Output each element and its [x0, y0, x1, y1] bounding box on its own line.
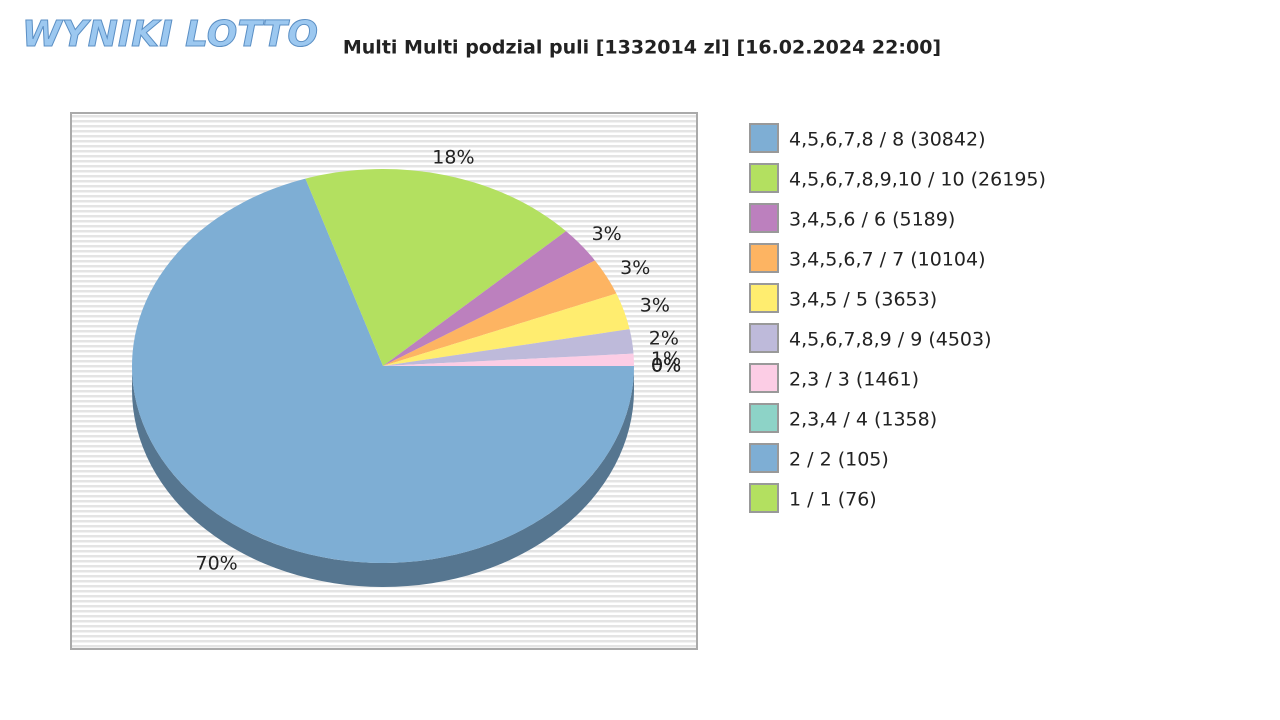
- legend-label: 3,4,5,6 / 6 (5189): [789, 209, 955, 231]
- slice-label: 0%: [651, 355, 681, 377]
- legend-label: 2 / 2 (105): [789, 449, 889, 471]
- legend-label: 2,3,4 / 4 (1358): [789, 409, 937, 431]
- slice: [383, 231, 595, 366]
- slice: [383, 329, 634, 366]
- legend-label: 3,4,5 / 5 (3653): [789, 289, 937, 311]
- slice: [132, 178, 634, 563]
- legend-swatch: [749, 283, 779, 313]
- legend-swatch: [749, 243, 779, 273]
- slice-label: 0%: [651, 355, 681, 377]
- slice: [305, 169, 566, 366]
- slice: [383, 293, 630, 366]
- slice-label: 1%: [651, 348, 681, 370]
- legend-swatch: [749, 203, 779, 233]
- legend-label: 2,3 / 3 (1461): [789, 369, 919, 391]
- slice-label: 3%: [640, 295, 670, 317]
- slice: [383, 260, 617, 366]
- legend-label: 4,5,6,7,8,9,10 / 10 (26195): [789, 169, 1046, 191]
- pie-tops: [132, 169, 634, 563]
- legend-swatch: [749, 403, 779, 433]
- legend-label: 4,5,6,7,8,9 / 9 (4503): [789, 329, 992, 351]
- slice-label: 18%: [432, 146, 474, 168]
- logo: WYNIKI LOTTO: [22, 14, 318, 55]
- chart-title: Multi Multi podzial puli [1332014 zl] [1…: [343, 37, 941, 59]
- legend-swatch: [749, 323, 779, 353]
- legend-swatch: [749, 483, 779, 513]
- legend-swatch: [749, 443, 779, 473]
- slice-label: 3%: [592, 223, 622, 245]
- legend-swatch: [749, 123, 779, 153]
- legend-swatch: [749, 163, 779, 193]
- slice-label: 3%: [620, 257, 650, 279]
- legend-swatch: [749, 363, 779, 393]
- legend-label: 3,4,5,6,7 / 7 (10104): [789, 249, 985, 271]
- slice: [383, 353, 634, 366]
- legend-label: 4,5,6,7,8 / 8 (30842): [789, 129, 985, 151]
- slice-label: 2%: [649, 328, 679, 350]
- slice-label: 70%: [195, 552, 237, 574]
- slice-label: 0%: [651, 355, 681, 377]
- legend-label: 1 / 1 (76): [789, 489, 877, 511]
